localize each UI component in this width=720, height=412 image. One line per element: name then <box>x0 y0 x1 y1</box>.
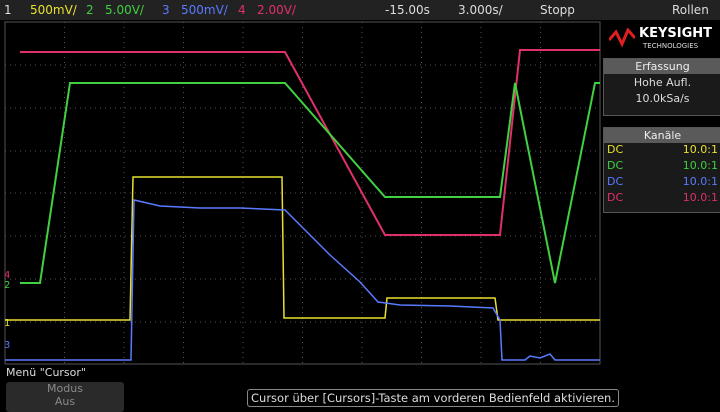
box-title: Kanäle <box>604 128 720 143</box>
box-title: Erfassung <box>604 59 720 74</box>
ch-scale: 5.00V/ <box>105 3 144 17</box>
trace-ch4 <box>20 50 600 235</box>
channel-coupling: DC <box>607 143 623 159</box>
logo-mark <box>609 28 635 48</box>
ch-scale: 500mV/ <box>181 3 228 17</box>
run-status: Stopp <box>540 3 575 17</box>
status-message: Cursor über [Cursors]-Taste am vorderen … <box>247 389 619 407</box>
channels-box: Kanäle DC 10.0:1 DC 10.0:1 DC 10.0:1 DC 10.0:1 <box>603 127 720 213</box>
channel-probe: 10.0:1 <box>683 175 718 191</box>
ch-number: 3 <box>162 3 170 17</box>
channel-row: DC 10.0:1 <box>604 159 720 175</box>
waveform-area <box>0 20 602 366</box>
ch-number: 2 <box>86 3 94 17</box>
channel-coupling: DC <box>607 191 623 207</box>
ch-marker: 2 <box>4 280 10 291</box>
channel-probe: 10.0:1 <box>683 159 718 175</box>
channel-row: DC 10.0:1 <box>604 143 720 159</box>
channel-probe: 10.0:1 <box>683 143 718 159</box>
menu-title: Menü "Cursor" <box>6 366 86 379</box>
channel-row: DC 10.0:1 <box>604 175 720 191</box>
scope-screen: 1 500mV/ 2 5.00V/ 3 500mV/ 4 2.00V/ -15.… <box>0 0 720 412</box>
time-offset: -15.00s <box>385 3 430 17</box>
logo: KEYSIGHT TECHNOLOGIES <box>603 20 720 56</box>
ch-scale: 500mV/ <box>30 3 77 17</box>
ch-number: 1 <box>4 3 12 17</box>
brand: KEYSIGHT <box>639 26 712 41</box>
channel-coupling: DC <box>607 175 623 191</box>
time-scale: 3.000s/ <box>458 3 503 17</box>
softkey-value: Aus <box>6 395 124 408</box>
ch-number: 4 <box>238 3 246 17</box>
acq-rate: 10.0kSa/s <box>604 92 720 105</box>
channel-rows: DC 10.0:1 DC 10.0:1 DC 10.0:1 DC 10.0:1 <box>604 143 720 207</box>
channel-coupling: DC <box>607 159 623 175</box>
channel-probe: 10.0:1 <box>683 191 718 207</box>
ch-marker: 1 <box>4 318 10 329</box>
trace-ch3 <box>5 200 600 360</box>
acq-mode: Hohe Aufl. <box>604 76 720 89</box>
ch-scale: 2.00V/ <box>257 3 296 17</box>
trace-ch1 <box>5 177 600 320</box>
channel-row: DC 10.0:1 <box>604 191 720 207</box>
ch-marker: 3 <box>4 340 10 351</box>
softkey[interactable]: Modus Aus <box>6 382 124 412</box>
graticule <box>5 22 600 364</box>
brand-sub: TECHNOLOGIES <box>643 42 698 50</box>
acquisition-box: Erfassung Hohe Aufl. 10.0kSa/s <box>603 58 720 116</box>
time-mode: Rollen <box>672 3 709 17</box>
softkey-label: Modus <box>6 382 124 395</box>
